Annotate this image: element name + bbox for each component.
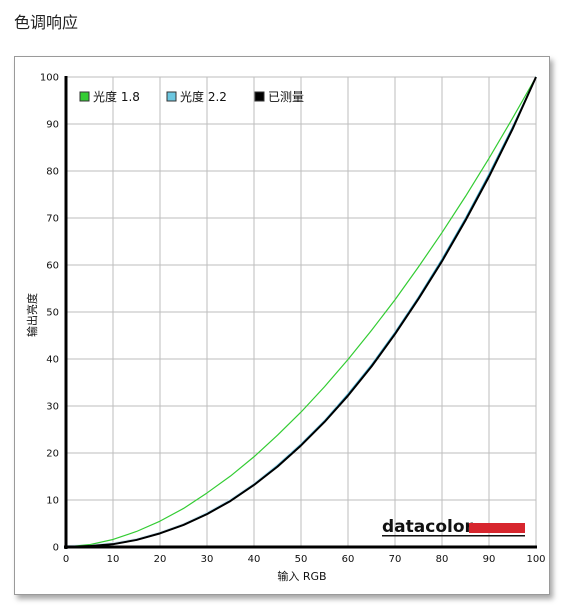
y-tick-label-40: 40 <box>46 355 59 366</box>
legend-label-0: 光度 1.8 <box>93 89 140 104</box>
datacolor-logo: datacolor <box>382 517 525 537</box>
y-axis-label: 输出亮度 <box>25 293 39 337</box>
x-tick-label-100: 100 <box>526 554 545 565</box>
y-tick-label-50: 50 <box>46 308 59 319</box>
y-tick-label-90: 90 <box>46 120 59 131</box>
chart-canvas: 0 10 20 30 40 50 60 70 80 90 100 0 10 20 30 40 50 60 70 80 9… <box>25 73 546 584</box>
legend: 光度 1.8 光度 2.2 已测量 <box>79 89 304 104</box>
y-tick-label-20: 20 <box>46 449 59 460</box>
y-tick-label-80: 80 <box>46 167 59 178</box>
tone-response-chart: 0 10 20 30 40 50 60 70 80 90 100 0 10 20 30 40 50 60 70 80 9… <box>14 56 550 595</box>
y-tick-label-70: 70 <box>46 214 59 225</box>
x-tick-label-50: 50 <box>295 554 308 565</box>
tick-labels: 0 10 20 30 40 50 60 70 80 90 100 0 10 20 30 40 50 60 70 80 9… <box>40 73 546 566</box>
logo-bar <box>469 523 525 533</box>
y-tick-label-10: 10 <box>46 496 59 507</box>
y-tick-label-0: 0 <box>53 543 59 554</box>
y-tick-label-60: 60 <box>46 261 59 272</box>
x-tick-label-10: 10 <box>107 554 120 565</box>
legend-swatch-0 <box>79 91 90 102</box>
x-tick-label-0: 0 <box>63 554 69 565</box>
x-tick-label-90: 90 <box>483 554 496 565</box>
series-line-0 <box>65 76 537 548</box>
x-tick-label-80: 80 <box>436 554 449 565</box>
legend-swatch-1 <box>166 91 177 102</box>
x-tick-label-30: 30 <box>201 554 214 565</box>
x-tick-label-40: 40 <box>248 554 261 565</box>
page-title: 色调响应 <box>14 13 79 32</box>
x-tick-label-60: 60 <box>342 554 355 565</box>
legend-label-2: 已测量 <box>268 90 304 104</box>
x-axis-label: 输入 RGB <box>277 569 326 583</box>
series-line-2 <box>65 76 537 548</box>
logo-underline <box>382 535 525 537</box>
logo-text: datacolor <box>382 517 474 537</box>
series-lines <box>65 76 537 548</box>
legend-swatch-2 <box>254 91 265 102</box>
x-tick-label-70: 70 <box>389 554 402 565</box>
legend-label-1: 光度 2.2 <box>180 89 227 104</box>
grid-lines <box>65 76 537 548</box>
y-tick-label-100: 100 <box>40 73 59 84</box>
axes <box>64 76 537 549</box>
y-tick-label-30: 30 <box>46 402 59 413</box>
x-tick-label-20: 20 <box>154 554 167 565</box>
